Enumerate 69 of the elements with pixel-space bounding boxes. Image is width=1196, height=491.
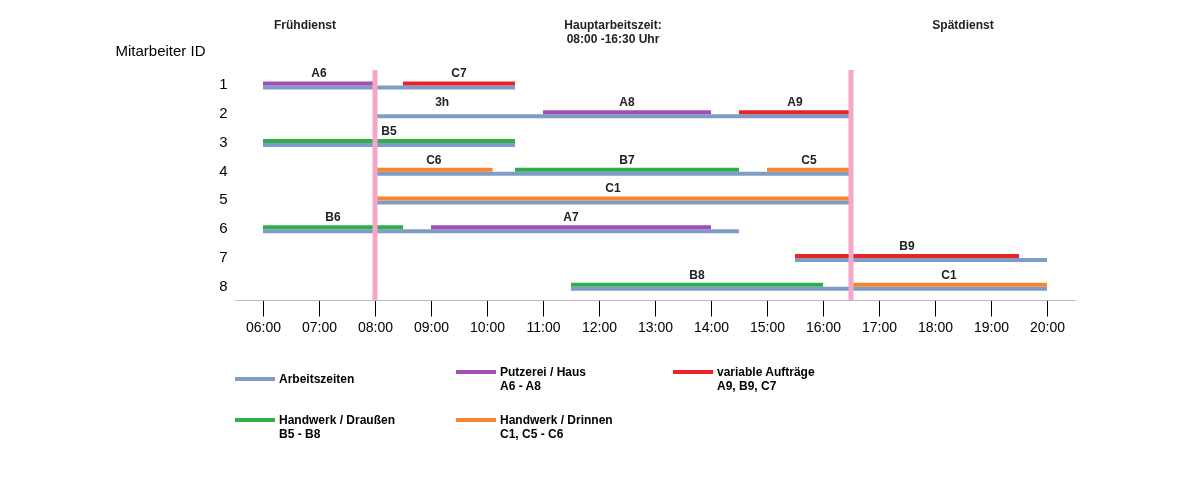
data-label: C1: [941, 267, 957, 282]
text: Frühdienst: [274, 18, 336, 32]
bar: [851, 282, 1047, 287]
data-label: A7: [563, 210, 579, 225]
bar: [739, 110, 851, 115]
bar: [543, 110, 711, 115]
bar: [431, 225, 711, 230]
text: Spätdienst: [932, 18, 994, 32]
bar: [515, 167, 739, 172]
y-tick-label: 6: [219, 219, 228, 237]
data-label: C7: [451, 66, 467, 81]
data-label: A9: [787, 95, 803, 110]
x-tick-label: 16:00: [805, 318, 842, 335]
bar: [795, 257, 1047, 262]
y-axis-title: Mitarbeiter ID: [115, 41, 206, 59]
legend-label: Arbeitszeiten: [279, 372, 355, 386]
data-label: C6: [426, 152, 442, 167]
y-tick-label: 2: [219, 104, 228, 122]
legend-label: variable Aufträge A9, B9, C7: [717, 365, 815, 393]
x-tick-label: 15:00: [749, 318, 786, 335]
x-tick-label: 18:00: [917, 318, 954, 335]
x-tick-label: 08:00: [357, 318, 394, 335]
bar: [375, 196, 851, 201]
bar: [403, 81, 515, 86]
y-tick-label: 8: [219, 276, 228, 294]
annotation: 3h: [435, 95, 450, 110]
y-tick-label: 4: [219, 161, 228, 179]
bar: [375, 114, 851, 119]
legend-label: Handwerk / Drinnen C1, C5 - C6: [500, 413, 613, 441]
bar: [263, 85, 515, 90]
x-tick-label: 09:00: [413, 318, 450, 335]
x-tick-label: 06:00: [245, 318, 282, 335]
text: Hauptarbeitszeit: 08:00 -16:30 Uhr: [564, 18, 662, 46]
x-tick-label: 19:00: [973, 318, 1010, 335]
x-tick-label: 13:00: [637, 318, 674, 335]
bar: [375, 171, 851, 176]
x-tick-label: 17:00: [861, 318, 898, 335]
legend-label: Handwerk / Draußen B5 - B8: [279, 413, 396, 441]
data-label: B7: [619, 152, 635, 167]
data-label: C5: [801, 152, 817, 167]
bar: [263, 142, 515, 147]
bar: [571, 282, 823, 287]
y-tick-label: 3: [219, 132, 228, 150]
x-tick-label: 14:00: [693, 318, 730, 335]
bar: [795, 253, 1019, 258]
x-tick-label: 10:00: [469, 318, 506, 335]
bar: [375, 167, 493, 172]
bar: [263, 225, 403, 230]
x-tick-label: 07:00: [301, 318, 338, 335]
bar: [263, 138, 515, 143]
y-tick-label: 7: [219, 247, 228, 265]
legend-label: Putzerei / Haus A6 - A8: [500, 365, 587, 393]
data-label: B8: [689, 267, 705, 282]
data-label: B5: [381, 123, 397, 138]
bar: [767, 167, 851, 172]
data-label: C1: [605, 181, 621, 196]
data-label: B9: [899, 238, 915, 253]
bar: [375, 200, 851, 205]
x-tick-label: 11:00: [526, 318, 561, 335]
bar: [263, 81, 375, 86]
data-label: A8: [619, 95, 635, 110]
bar: [263, 229, 739, 234]
y-tick-label: 1: [219, 75, 228, 93]
y-tick-label: 5: [219, 190, 228, 208]
bar: [571, 286, 1047, 291]
x-tick-label: 12:00: [581, 318, 618, 335]
data-label: B6: [325, 210, 341, 225]
x-tick-label: 20:00: [1029, 318, 1066, 335]
data-label: A6: [311, 66, 327, 81]
